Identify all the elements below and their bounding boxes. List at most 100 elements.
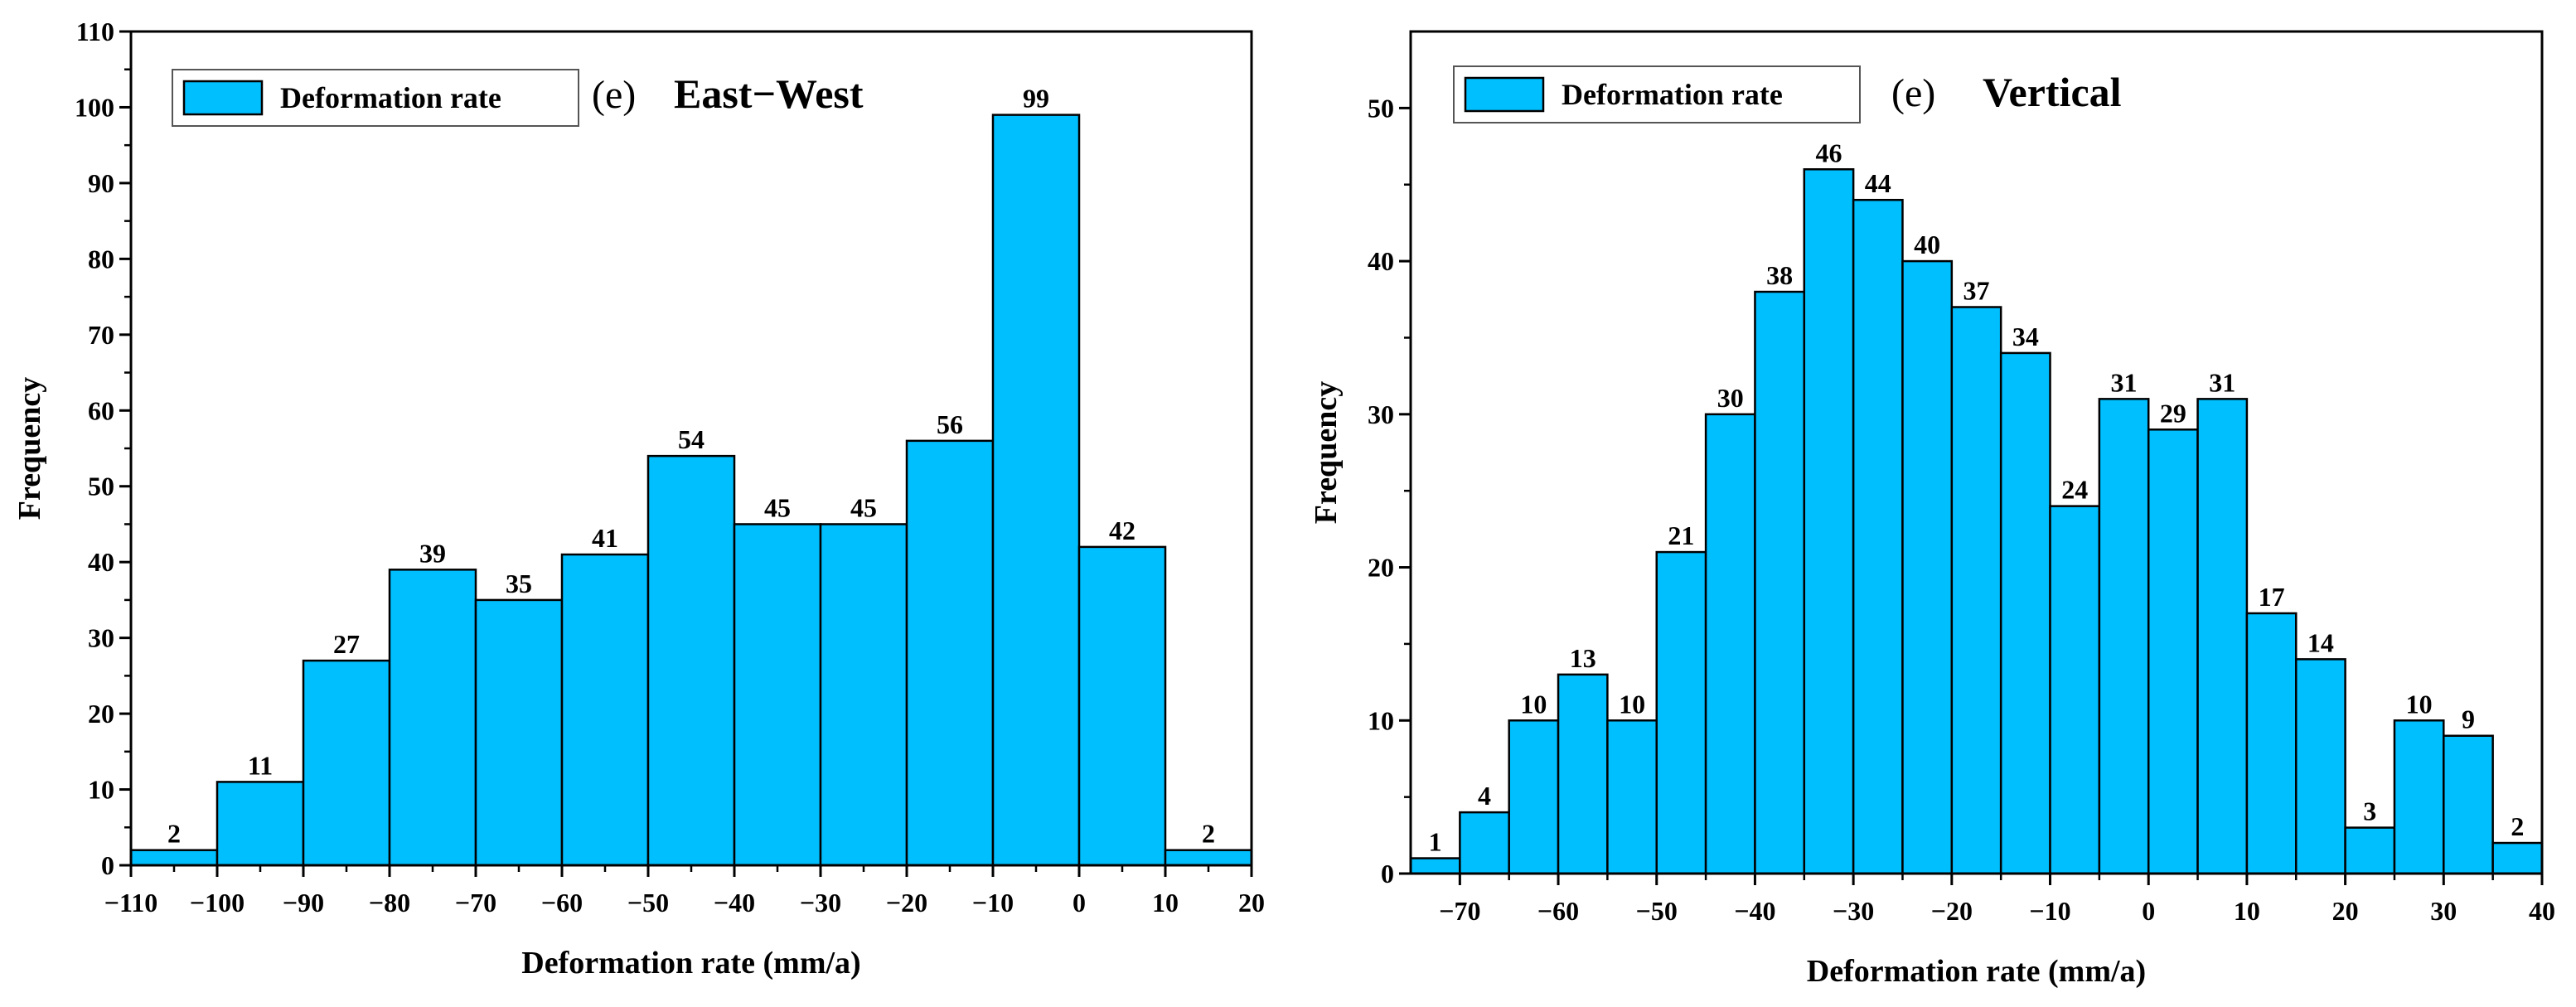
y-tick-label: 30 [88,623,114,653]
histogram-bar [302,659,391,867]
histogram-bar [819,523,908,867]
bar-count-label: 46 [1815,138,1842,167]
y-tick-label: 70 [88,320,114,350]
x-axis-title: Deformation rate (mm/a) [1807,954,2146,989]
x-tick-label: −20 [1931,896,1973,926]
x-tick-label: 0 [1073,888,1086,917]
bar-count-label: 2 [1202,819,1215,849]
histogram-bar [215,781,305,867]
histogram-bar [1704,413,1756,875]
x-tick-label: −30 [800,888,841,917]
histogram-bar [2098,398,2150,875]
histogram-bar [1901,259,1954,875]
chart-title: East−West [674,70,864,117]
bar-count-label: 2 [2511,811,2524,841]
y-tick-label: 40 [88,547,114,577]
x-tick-label: 10 [2234,896,2260,926]
bar-count-label: 13 [1570,643,1596,673]
bar-count-label: 54 [678,424,705,454]
y-tick-label: 20 [88,699,114,729]
vertical-histogram: 1410131021303846444037342431293117143109… [1309,30,2555,989]
bar-count-label: 10 [1520,689,1547,719]
histogram-bar [1655,550,1707,875]
histogram-bar [2147,428,2199,875]
histogram-bar [1508,719,1560,875]
y-axis-title: Frequency [12,377,47,520]
y-tick-label: 80 [88,244,114,274]
histogram-bar [388,569,477,867]
bar-count-label: 34 [2012,322,2039,351]
x-tick-label: −40 [714,888,755,917]
y-tick-label: 110 [76,17,114,46]
y-tick-label: 10 [1368,705,1394,735]
bar-count-label: 21 [1668,520,1694,550]
legend-swatch [182,80,264,116]
histogram-bar [2196,398,2249,875]
x-tick-label: −60 [541,888,583,917]
x-tick-label: −70 [455,888,496,917]
histogram-bar [1803,168,1855,875]
east-west-histogram-panel: 2 11 27 39 35 41 54 45 45 56 99 42 2 0 10 20 30 40 50 60 70 8… [12,17,1265,980]
bar-count-label: 24 [2061,475,2088,505]
y-tick-label: 50 [1368,93,1394,123]
bar-count-label: 17 [2259,582,2285,612]
histogram-bar [129,849,219,867]
bar-count-label: 35 [506,569,532,598]
x-tick-label: 0 [2142,896,2155,926]
histogram-bar [2245,612,2298,875]
histogram-bar [560,553,650,867]
x-tick-label: 10 [1152,888,1179,917]
bar-count-label: 4 [1478,781,1491,811]
histogram-bar [1557,673,1609,875]
histogram-bar [905,439,995,867]
bar-count-label: 3 [2363,796,2376,826]
x-tick-label: −30 [1833,896,1874,926]
x-tick-label: 20 [2332,896,2359,926]
histogram-bar [1077,545,1167,867]
x-tick-label: −70 [1439,896,1480,926]
y-tick-label: 30 [1368,399,1394,429]
bar-count-label: 11 [248,750,273,780]
histogram-bar [2295,658,2346,875]
x-tick-label: −50 [1636,896,1678,926]
histogram-bar [733,523,822,867]
x-tick-label: −10 [972,888,1014,917]
legend-swatch [1464,76,1545,113]
histogram-bar [1999,351,2051,875]
y-tick-label: 60 [88,395,114,425]
panel-label: (e) [592,73,636,117]
histogram-bar [1606,719,1658,875]
x-tick-label: −80 [369,888,410,917]
y-tick-label: 10 [88,775,114,805]
bar-count-label: 1 [1429,827,1442,857]
bar-count-label: 45 [764,492,791,522]
histogram-bar [2393,719,2445,875]
chart-title: Vertical [1983,69,2122,115]
bar-count-label: 30 [1717,383,1744,413]
x-axis-title: Deformation rate (mm/a) [521,946,860,980]
vertical-histogram-panel: 1 4 10 13 10 21 30 38 46 44 40 37 34 24 31 29 31 17 14 3 10 9… [1288,0,2576,1007]
y-tick-label: 20 [1368,553,1394,583]
y-tick-label: 0 [1381,859,1394,888]
histogram-bar [1164,849,1253,867]
bar-count-label: 44 [1865,168,1891,198]
x-tick-label: −110 [104,888,157,917]
bar-count-label: 41 [592,523,618,553]
histogram-bar [1754,290,1806,875]
bar-count-label: 10 [2406,689,2433,719]
bar-count-label: 31 [2209,367,2235,397]
bar-count-label: 9 [2462,704,2475,734]
bar-count-label: 10 [1619,689,1645,719]
bar-count-label: 14 [2307,627,2334,657]
histogram-bar [991,114,1081,867]
y-tick-label: 40 [1368,246,1394,276]
x-tick-label: 20 [1238,888,1265,917]
x-tick-label: 30 [2430,896,2457,926]
y-tick-label: 50 [88,472,114,501]
legend-label: Deformation rate [280,81,501,114]
histogram-bar [1409,857,1461,875]
x-tick-label: −40 [1734,896,1775,926]
bar-count-label: 45 [850,492,877,522]
panel-label: (e) [1891,71,1935,115]
